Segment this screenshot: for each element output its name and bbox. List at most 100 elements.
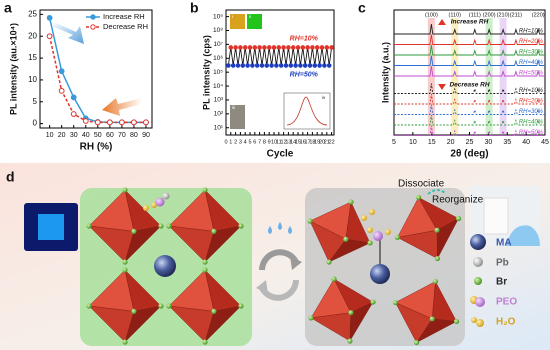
octahedron-face	[204, 225, 242, 263]
water-drops	[268, 222, 292, 234]
data-point	[322, 63, 327, 68]
x-tick-label: 70	[118, 132, 126, 139]
x-tick-label: 1	[229, 139, 232, 145]
panel-label: b	[190, 0, 199, 16]
arrow-head	[256, 280, 268, 294]
x-tick-label: 15	[428, 139, 436, 146]
x-tick-label: 19	[314, 139, 320, 145]
legend-label: Decrease RH	[103, 22, 148, 31]
data-point	[46, 33, 53, 40]
data-point	[324, 45, 330, 50]
data-point	[250, 63, 255, 68]
x-axis-label: RH (%)	[80, 142, 113, 153]
data-point	[118, 119, 125, 126]
legend-sphere	[471, 317, 477, 323]
trace-label: RH=20%	[519, 39, 544, 45]
pattern-trace	[394, 23, 545, 35]
y-tick-label: 10⁴	[213, 83, 223, 90]
br-atom	[343, 236, 349, 242]
x-tick-label: 3	[239, 139, 242, 145]
data-point	[240, 63, 246, 68]
legend-label: MA	[496, 238, 512, 249]
octahedron-face	[328, 239, 371, 263]
data-point	[228, 45, 234, 50]
trace-label: RH=40%	[519, 60, 544, 66]
br-atom	[131, 308, 137, 314]
br-atom	[131, 228, 137, 234]
peak-label: (100)	[425, 12, 438, 18]
inset-spectrum	[283, 92, 331, 130]
panel-label: c	[358, 0, 366, 16]
x-tick-label: 16	[300, 139, 306, 145]
inset-label: iv	[322, 95, 326, 100]
panel-label: a	[4, 0, 12, 16]
peak-band	[485, 18, 493, 134]
octahedron-face	[124, 305, 162, 343]
x-tick-label: 45	[541, 139, 549, 146]
x-tick-label: 18	[309, 139, 315, 145]
pattern-trace	[394, 104, 545, 115]
x-tick-label: 80	[130, 132, 138, 139]
pattern-trace	[394, 125, 545, 136]
legend-sphere	[473, 257, 483, 267]
br-atom	[86, 223, 92, 229]
process-label: Reorganize	[432, 195, 484, 206]
x-tick-label: 0	[224, 139, 227, 145]
br-atom	[86, 303, 92, 309]
legend-label: Increase RH	[103, 12, 145, 21]
br-atom	[432, 278, 439, 285]
x-tick-label: 7	[258, 139, 261, 145]
x-tick-label: 20	[58, 132, 66, 139]
legend-label: Pb	[496, 258, 509, 269]
x-tick-label: 30	[70, 132, 78, 139]
y-tick-label: 10⁷	[213, 41, 223, 48]
ma-cation	[370, 264, 390, 284]
x-tick-label: 17	[305, 139, 311, 145]
x-tick-label: 15	[295, 139, 301, 145]
br-atom	[394, 234, 401, 241]
y-tick-label: 10⁹	[213, 13, 223, 20]
br-atom	[307, 218, 313, 224]
data-point	[226, 63, 231, 68]
process-label: Dissociate	[398, 179, 445, 190]
pattern-trace	[394, 55, 545, 66]
br-atom	[453, 318, 460, 325]
data-point	[259, 63, 265, 68]
x-tick-label: 10	[271, 139, 277, 145]
group-arrow	[438, 19, 446, 25]
legend-label: H₂O	[496, 317, 516, 328]
data-point	[143, 119, 149, 126]
y-tick-label: 10⁶	[213, 55, 223, 62]
peak-label: (111)	[469, 12, 481, 18]
legend-sphere	[475, 297, 485, 307]
data-point	[310, 45, 315, 50]
octahedron-face	[416, 318, 458, 343]
data-point	[58, 68, 65, 75]
br-atom	[202, 259, 208, 265]
data-point	[230, 63, 236, 68]
br-atom	[413, 339, 420, 346]
br-atom	[202, 267, 208, 273]
y-axis-label: PL intensity (au.×10⁴)	[8, 23, 18, 115]
peak-label: (211)	[510, 12, 523, 18]
legend-label: PEO	[496, 297, 517, 308]
br-atom	[415, 194, 422, 201]
data-point	[298, 63, 303, 68]
x-tick-label: 40	[522, 139, 530, 146]
data-point	[70, 111, 77, 117]
br-atom	[370, 299, 376, 305]
water	[369, 209, 375, 215]
x-tick-label: 9	[268, 139, 271, 145]
br-atom	[122, 339, 128, 345]
peak-label: (210)	[497, 12, 510, 18]
data-point	[317, 63, 322, 68]
data-point	[106, 119, 113, 126]
data-point	[131, 119, 137, 126]
br-atom	[166, 223, 172, 229]
x-axis-label: Cycle	[267, 149, 294, 160]
br-atom	[122, 267, 128, 273]
y-axis-label: Intensity (a.u.)	[380, 42, 390, 103]
photo-emission	[38, 214, 64, 240]
y-tick-label: 25	[28, 9, 37, 18]
inset-label: iii	[232, 105, 235, 110]
